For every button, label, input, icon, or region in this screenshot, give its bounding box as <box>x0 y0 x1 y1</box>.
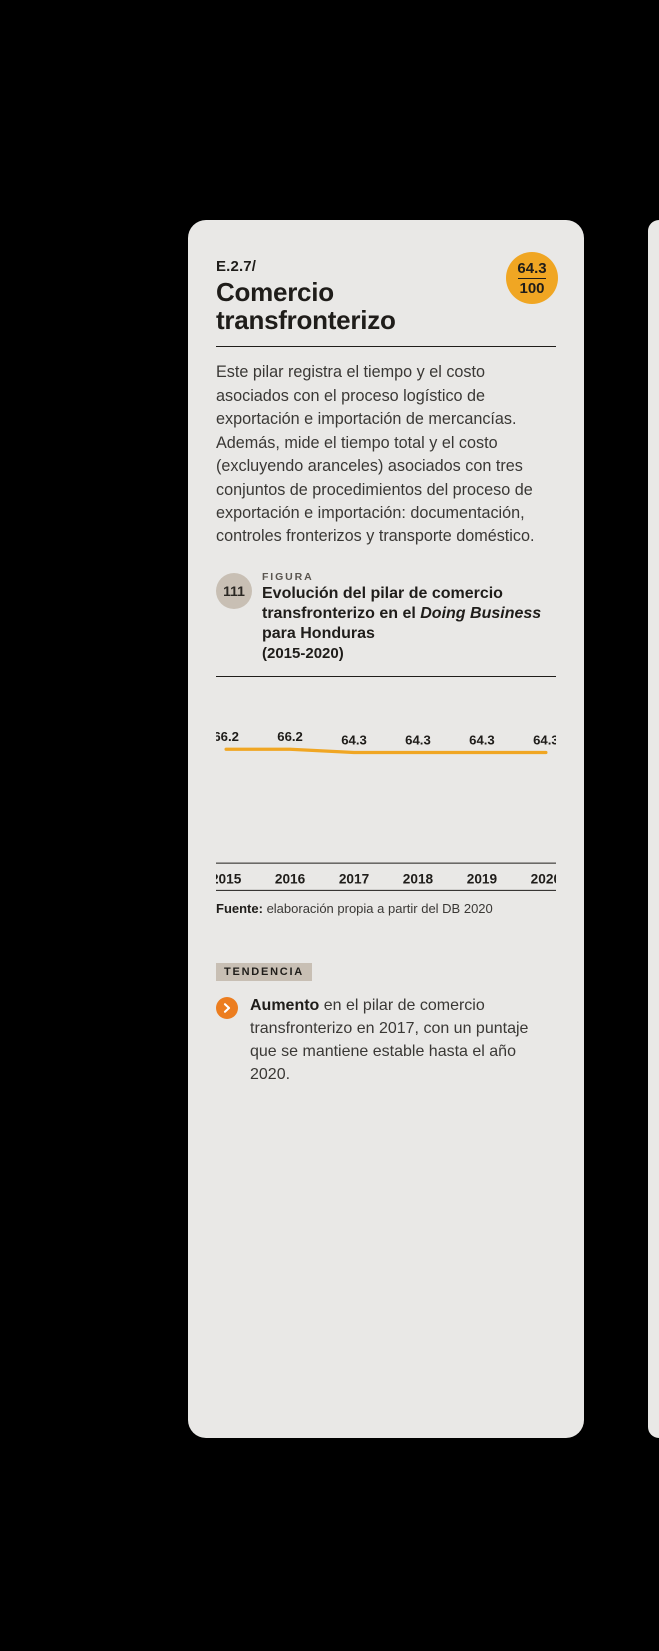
report-page: 64.3 100 E.2.7/ Comercio transfronterizo… <box>0 0 659 1651</box>
figure-source: Fuente: elaboración propia a partir del … <box>216 901 556 916</box>
chevron-right-icon <box>216 997 238 1019</box>
svg-text:64.3: 64.3 <box>533 732 556 747</box>
figure-title: Evolución del pilar de comercio transfro… <box>262 584 556 644</box>
svg-text:64.3: 64.3 <box>405 732 431 747</box>
figure-number-badge: 111 <box>216 573 252 609</box>
figure-heading-text: FIGURA Evolución del pilar de comercio t… <box>262 571 556 662</box>
title-line-1: Comercio <box>216 277 334 307</box>
score-value: 64.3 <box>517 261 546 276</box>
figure-subtitle: (2015-2020) <box>262 645 556 662</box>
section-code: E.2.7/ <box>216 258 556 275</box>
svg-text:2020: 2020 <box>531 871 556 886</box>
figure-block: 111 FIGURA Evolución del pilar de comerc… <box>216 571 556 916</box>
card-body-text: Este pilar registra el tiempo y el costo… <box>216 361 556 549</box>
card-header: 64.3 100 E.2.7/ Comercio transfronterizo <box>216 258 556 347</box>
figure-title-post: para Honduras <box>262 625 375 642</box>
svg-text:64.3: 64.3 <box>341 732 367 747</box>
card-title: Comercio transfronterizo <box>216 279 556 334</box>
tendencia-block: TENDENCIA Aumento en el pilar de comerci… <box>216 962 556 1086</box>
svg-text:64.3: 64.3 <box>469 732 495 747</box>
score-badge: 64.3 100 <box>506 252 558 304</box>
line-chart: 66.2 66.2 64.3 64.3 64.3 64.3 2015 2016 2017 2018… <box>216 685 556 891</box>
figure-title-italic: Doing Business <box>420 605 541 622</box>
svg-text:2019: 2019 <box>467 871 498 886</box>
tendencia-text: Aumento en el pilar de comercio transfro… <box>250 995 556 1086</box>
svg-text:66.2: 66.2 <box>277 729 303 744</box>
pillar-card: 64.3 100 E.2.7/ Comercio transfronterizo… <box>188 220 584 1438</box>
tendencia-label: TENDENCIA <box>216 963 312 981</box>
figure-source-label: Fuente: <box>216 901 263 916</box>
svg-text:2017: 2017 <box>339 871 369 886</box>
chart-svg: 66.2 66.2 64.3 64.3 64.3 64.3 2015 2016 2017 2018… <box>216 685 556 891</box>
title-rule <box>216 346 556 347</box>
score-divider <box>518 278 546 279</box>
figure-label: FIGURA <box>262 571 556 583</box>
tendencia-bold: Aumento <box>250 997 319 1014</box>
title-line-2: transfronterizo <box>216 305 396 335</box>
svg-text:2015: 2015 <box>216 871 242 886</box>
figure-header: 111 FIGURA Evolución del pilar de comerc… <box>216 571 556 662</box>
figure-top-rule <box>216 676 556 677</box>
svg-text:66.2: 66.2 <box>216 729 239 744</box>
next-card-peek <box>648 220 659 1438</box>
svg-text:2016: 2016 <box>275 871 306 886</box>
figure-source-text: elaboración propia a partir del DB 2020 <box>263 901 493 916</box>
tendencia-row: Aumento en el pilar de comercio transfro… <box>216 995 556 1086</box>
svg-text:2018: 2018 <box>403 871 434 886</box>
score-max: 100 <box>519 281 544 296</box>
